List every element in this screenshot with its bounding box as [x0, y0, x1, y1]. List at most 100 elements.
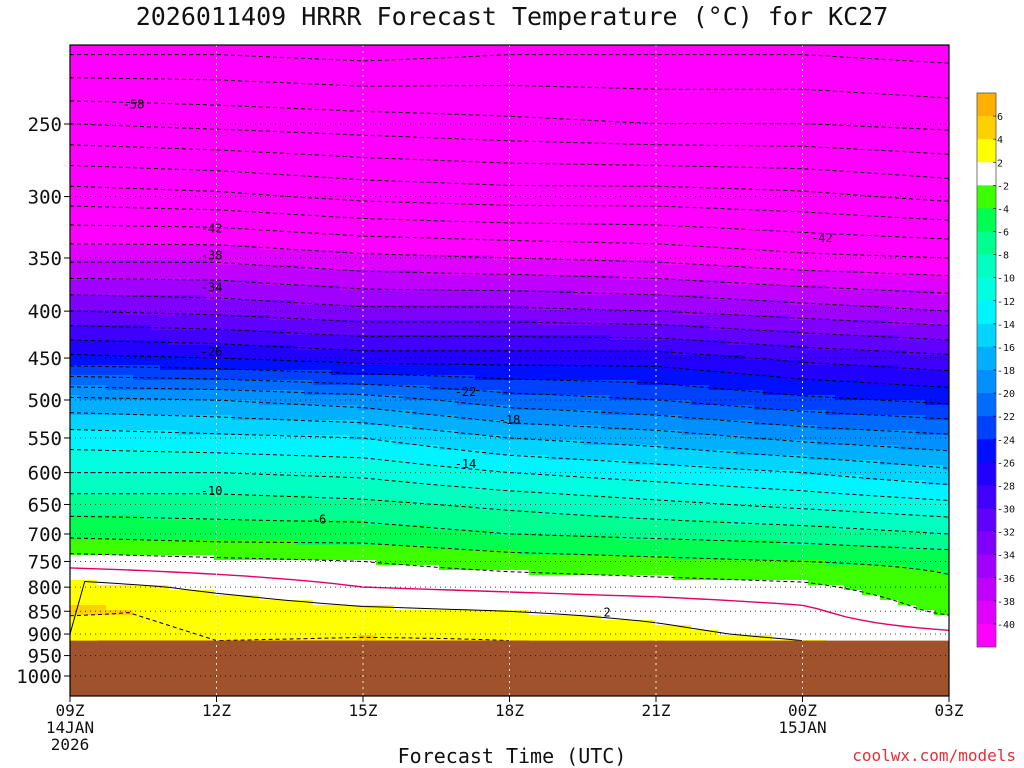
field-cell [214, 120, 224, 126]
field-cell [394, 160, 404, 166]
field-cell [241, 250, 251, 256]
field-cell [367, 250, 377, 256]
field-cell [142, 245, 152, 251]
field-cell [394, 600, 404, 606]
field-cell [205, 600, 215, 606]
field-cell [223, 280, 233, 286]
field-cell [133, 195, 143, 201]
field-cell [268, 340, 278, 346]
field-cell [151, 345, 161, 351]
field-cell [169, 540, 179, 546]
field-cell [250, 410, 260, 416]
field-cell [70, 400, 80, 406]
field-cell [403, 205, 413, 211]
field-cell [376, 130, 386, 136]
field-cell [268, 585, 278, 591]
field-cell [196, 340, 206, 346]
field-cell [349, 235, 359, 241]
field-cell [88, 50, 98, 56]
field-cell [214, 280, 224, 286]
field-cell [196, 140, 206, 146]
field-cell [223, 320, 233, 326]
field-cell [70, 215, 80, 221]
field-cell [232, 275, 242, 281]
field-cell [70, 230, 80, 236]
field-cell [394, 60, 404, 66]
field-cell [286, 615, 296, 621]
field-cell [79, 55, 89, 61]
field-cell [88, 625, 98, 631]
field-cell [124, 335, 134, 341]
field-cell [250, 65, 260, 71]
field-cell [295, 150, 305, 156]
field-cell [178, 295, 188, 301]
field-cell [358, 270, 368, 276]
field-cell [205, 45, 215, 51]
field-cell [439, 310, 449, 316]
field-cell [358, 520, 368, 526]
field-cell [187, 635, 197, 641]
field-cell [304, 455, 314, 461]
field-cell [223, 150, 233, 156]
field-cell [304, 400, 314, 406]
field-cell [385, 415, 395, 421]
field-cell [232, 250, 242, 256]
field-cell [376, 375, 386, 381]
field-cell [223, 70, 233, 76]
field-cell [439, 80, 449, 86]
field-cell [223, 105, 233, 111]
field-cell [187, 395, 197, 401]
field-cell [151, 155, 161, 161]
field-cell [286, 230, 296, 236]
field-cell [223, 310, 233, 316]
field-cell [169, 155, 179, 161]
field-cell [358, 420, 368, 426]
field-cell [340, 600, 350, 606]
field-cell [88, 340, 98, 346]
field-cell [313, 470, 323, 476]
field-cell [313, 295, 323, 301]
field-cell [277, 625, 287, 631]
field-cell [223, 575, 233, 581]
field-cell [313, 395, 323, 401]
field-cell [133, 330, 143, 336]
field-cell [358, 460, 368, 466]
field-cell [214, 150, 224, 156]
field-cell [259, 420, 269, 426]
field-cell [367, 150, 377, 156]
field-cell [277, 215, 287, 221]
field-cell [277, 600, 287, 606]
field-cell [421, 420, 431, 426]
field-cell [268, 625, 278, 631]
field-cell [286, 180, 296, 186]
field-cell [106, 370, 116, 376]
field-cell [412, 145, 422, 151]
field-cell [385, 65, 395, 71]
field-cell [187, 435, 197, 441]
field-cell [268, 420, 278, 426]
field-cell [358, 130, 368, 136]
field-cell [187, 445, 197, 451]
field-cell [430, 125, 440, 131]
field-cell [259, 450, 269, 456]
field-cell [97, 130, 107, 136]
field-cell [205, 275, 215, 281]
field-cell [151, 480, 161, 486]
field-cell [232, 215, 242, 221]
field-cell [322, 465, 332, 471]
field-cell [79, 495, 89, 501]
field-cell [268, 410, 278, 416]
field-cell [268, 390, 278, 396]
field-cell [295, 165, 305, 171]
field-cell [115, 455, 125, 461]
field-cell [340, 425, 350, 431]
field-cell [70, 525, 80, 531]
field-cell [214, 85, 224, 91]
field-cell [430, 360, 440, 366]
field-cell [295, 605, 305, 611]
field-cell [304, 135, 314, 141]
field-cell [115, 150, 125, 156]
field-cell [313, 160, 323, 166]
field-cell [412, 465, 422, 471]
field-cell [385, 145, 395, 151]
